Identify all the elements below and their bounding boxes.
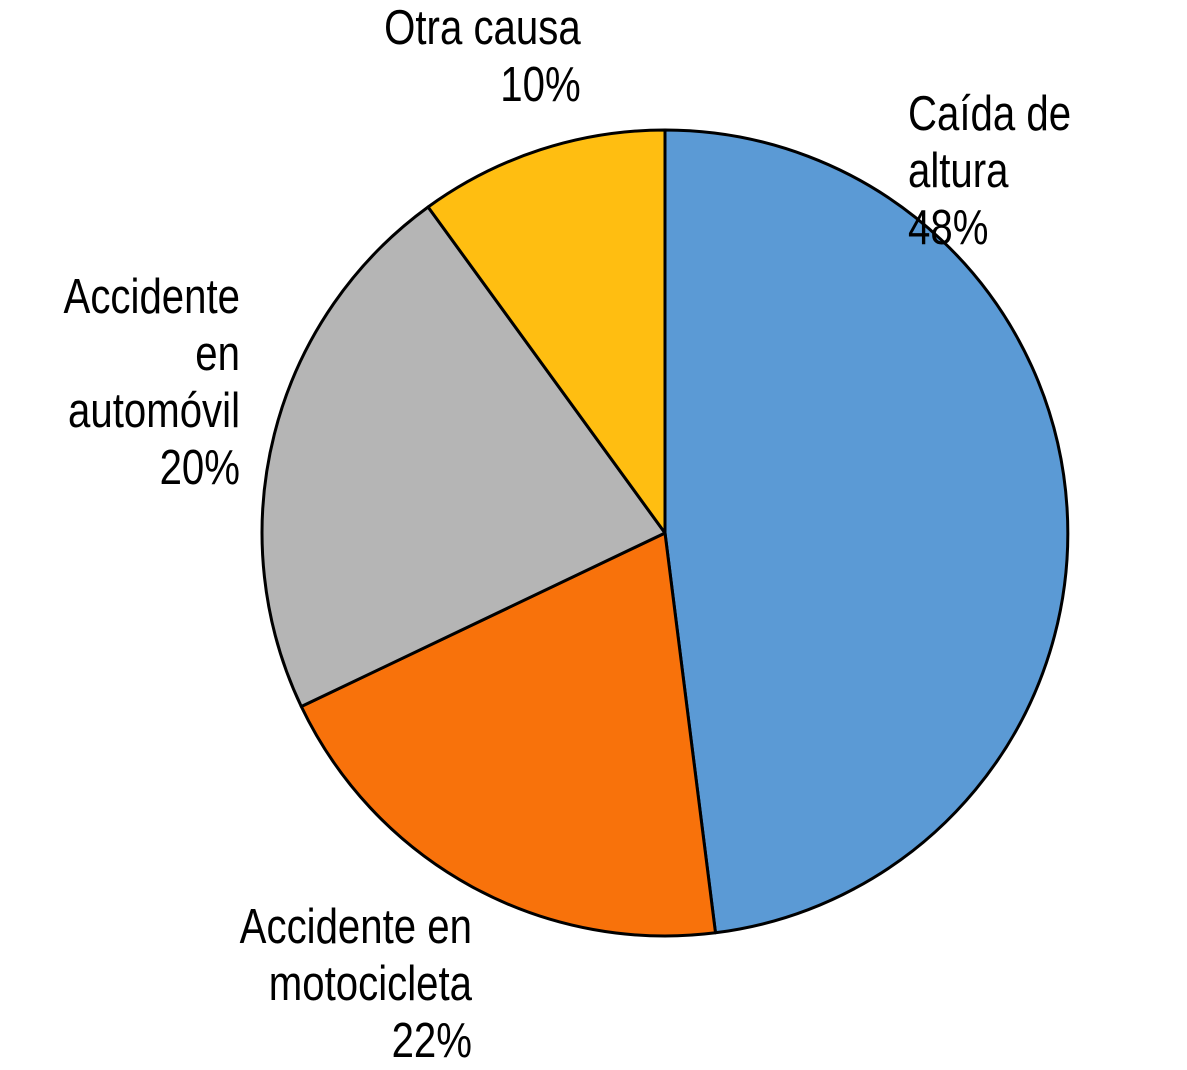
pie-chart-figure: Otra causa 10% Caída de altura 48% Accid… bbox=[63, 1, 1072, 1068]
pie-slice-otra-causa bbox=[426, 128, 667, 535]
slice-label-accidente-en-automovil: Accidente en automóvil 20% bbox=[63, 270, 240, 495]
slice-label-accidente-en-motocicleta: Accidente en motocicleta 22% bbox=[239, 900, 472, 1068]
pie-slice-accidente-en-automovil bbox=[260, 205, 667, 708]
pie-slice-caida-de-altura bbox=[663, 128, 1070, 935]
pie-chart bbox=[260, 128, 1070, 938]
slice-label-caida-de-altura: Caída de altura 48% bbox=[908, 87, 1072, 255]
slice-label-otra-causa: Otra causa 10% bbox=[384, 1, 581, 112]
pie-slice-accidente-en-motocicleta bbox=[299, 531, 717, 938]
